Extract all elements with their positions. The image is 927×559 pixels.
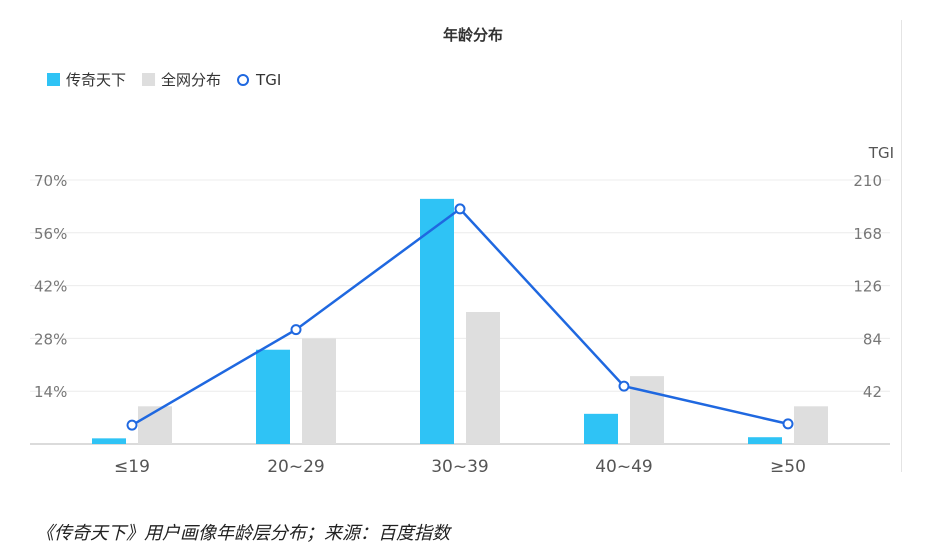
legend-label-1: 传奇天下	[66, 71, 126, 89]
x-tick-label: 20~29	[267, 457, 325, 472]
tgi-point	[618, 380, 630, 392]
tgi-line	[131, 207, 789, 427]
y-right-tick-label: 42	[863, 383, 882, 401]
chart-title: 年龄分布	[443, 26, 503, 44]
y-right-tick-label: 210	[853, 172, 882, 190]
y-left-tick-label: 28%	[34, 330, 67, 348]
bar-chuanqi	[92, 438, 126, 444]
bar-chuanqi	[420, 198, 454, 444]
y-right-axis-label: TGI	[868, 144, 894, 162]
x-tick-label: ≤19	[114, 457, 150, 472]
y-right-tick-label: 126	[853, 278, 882, 296]
chart-panel: 年龄分布传奇天下 全网分布 TGI 70% 56% 42% 28% 14% 210 168 126 8…	[30, 20, 902, 472]
legend-label-2: 全网分布	[161, 71, 221, 89]
tgi-point	[454, 203, 466, 215]
panel-divider	[901, 20, 902, 472]
legend-swatch-1	[47, 73, 60, 86]
bar-quanwang	[794, 406, 828, 444]
legend-swatch-2	[142, 73, 156, 86]
y-left-tick-label: 42%	[34, 278, 67, 296]
bar-chuanqi	[584, 413, 618, 444]
x-tick-label: 30~39	[431, 457, 489, 472]
x-tick-label: 40~49	[595, 457, 653, 472]
bar-chuanqi	[256, 349, 290, 444]
y-right-tick-label: 84	[863, 330, 882, 348]
figure-caption: 《传奇天下》用户画像年龄层分布；来源：百度指数	[36, 523, 450, 544]
bar-quanwang	[466, 312, 500, 444]
y-left-tick-label: 14%	[34, 383, 67, 401]
x-tick-label: ≥50	[770, 457, 806, 472]
y-left-tick-label: 70%	[34, 172, 67, 190]
tgi-point	[290, 324, 302, 336]
tgi-point	[126, 419, 138, 431]
bar-chuanqi	[748, 437, 782, 444]
y-left-tick-label: 56%	[34, 225, 67, 243]
y-right-tick-label: 168	[853, 225, 882, 243]
bar-quanwang	[630, 376, 664, 444]
legend-label-3: TGI	[255, 71, 281, 89]
legend-marker-tgi	[237, 74, 250, 86]
bar-quanwang	[302, 338, 336, 444]
tgi-point	[782, 418, 794, 430]
